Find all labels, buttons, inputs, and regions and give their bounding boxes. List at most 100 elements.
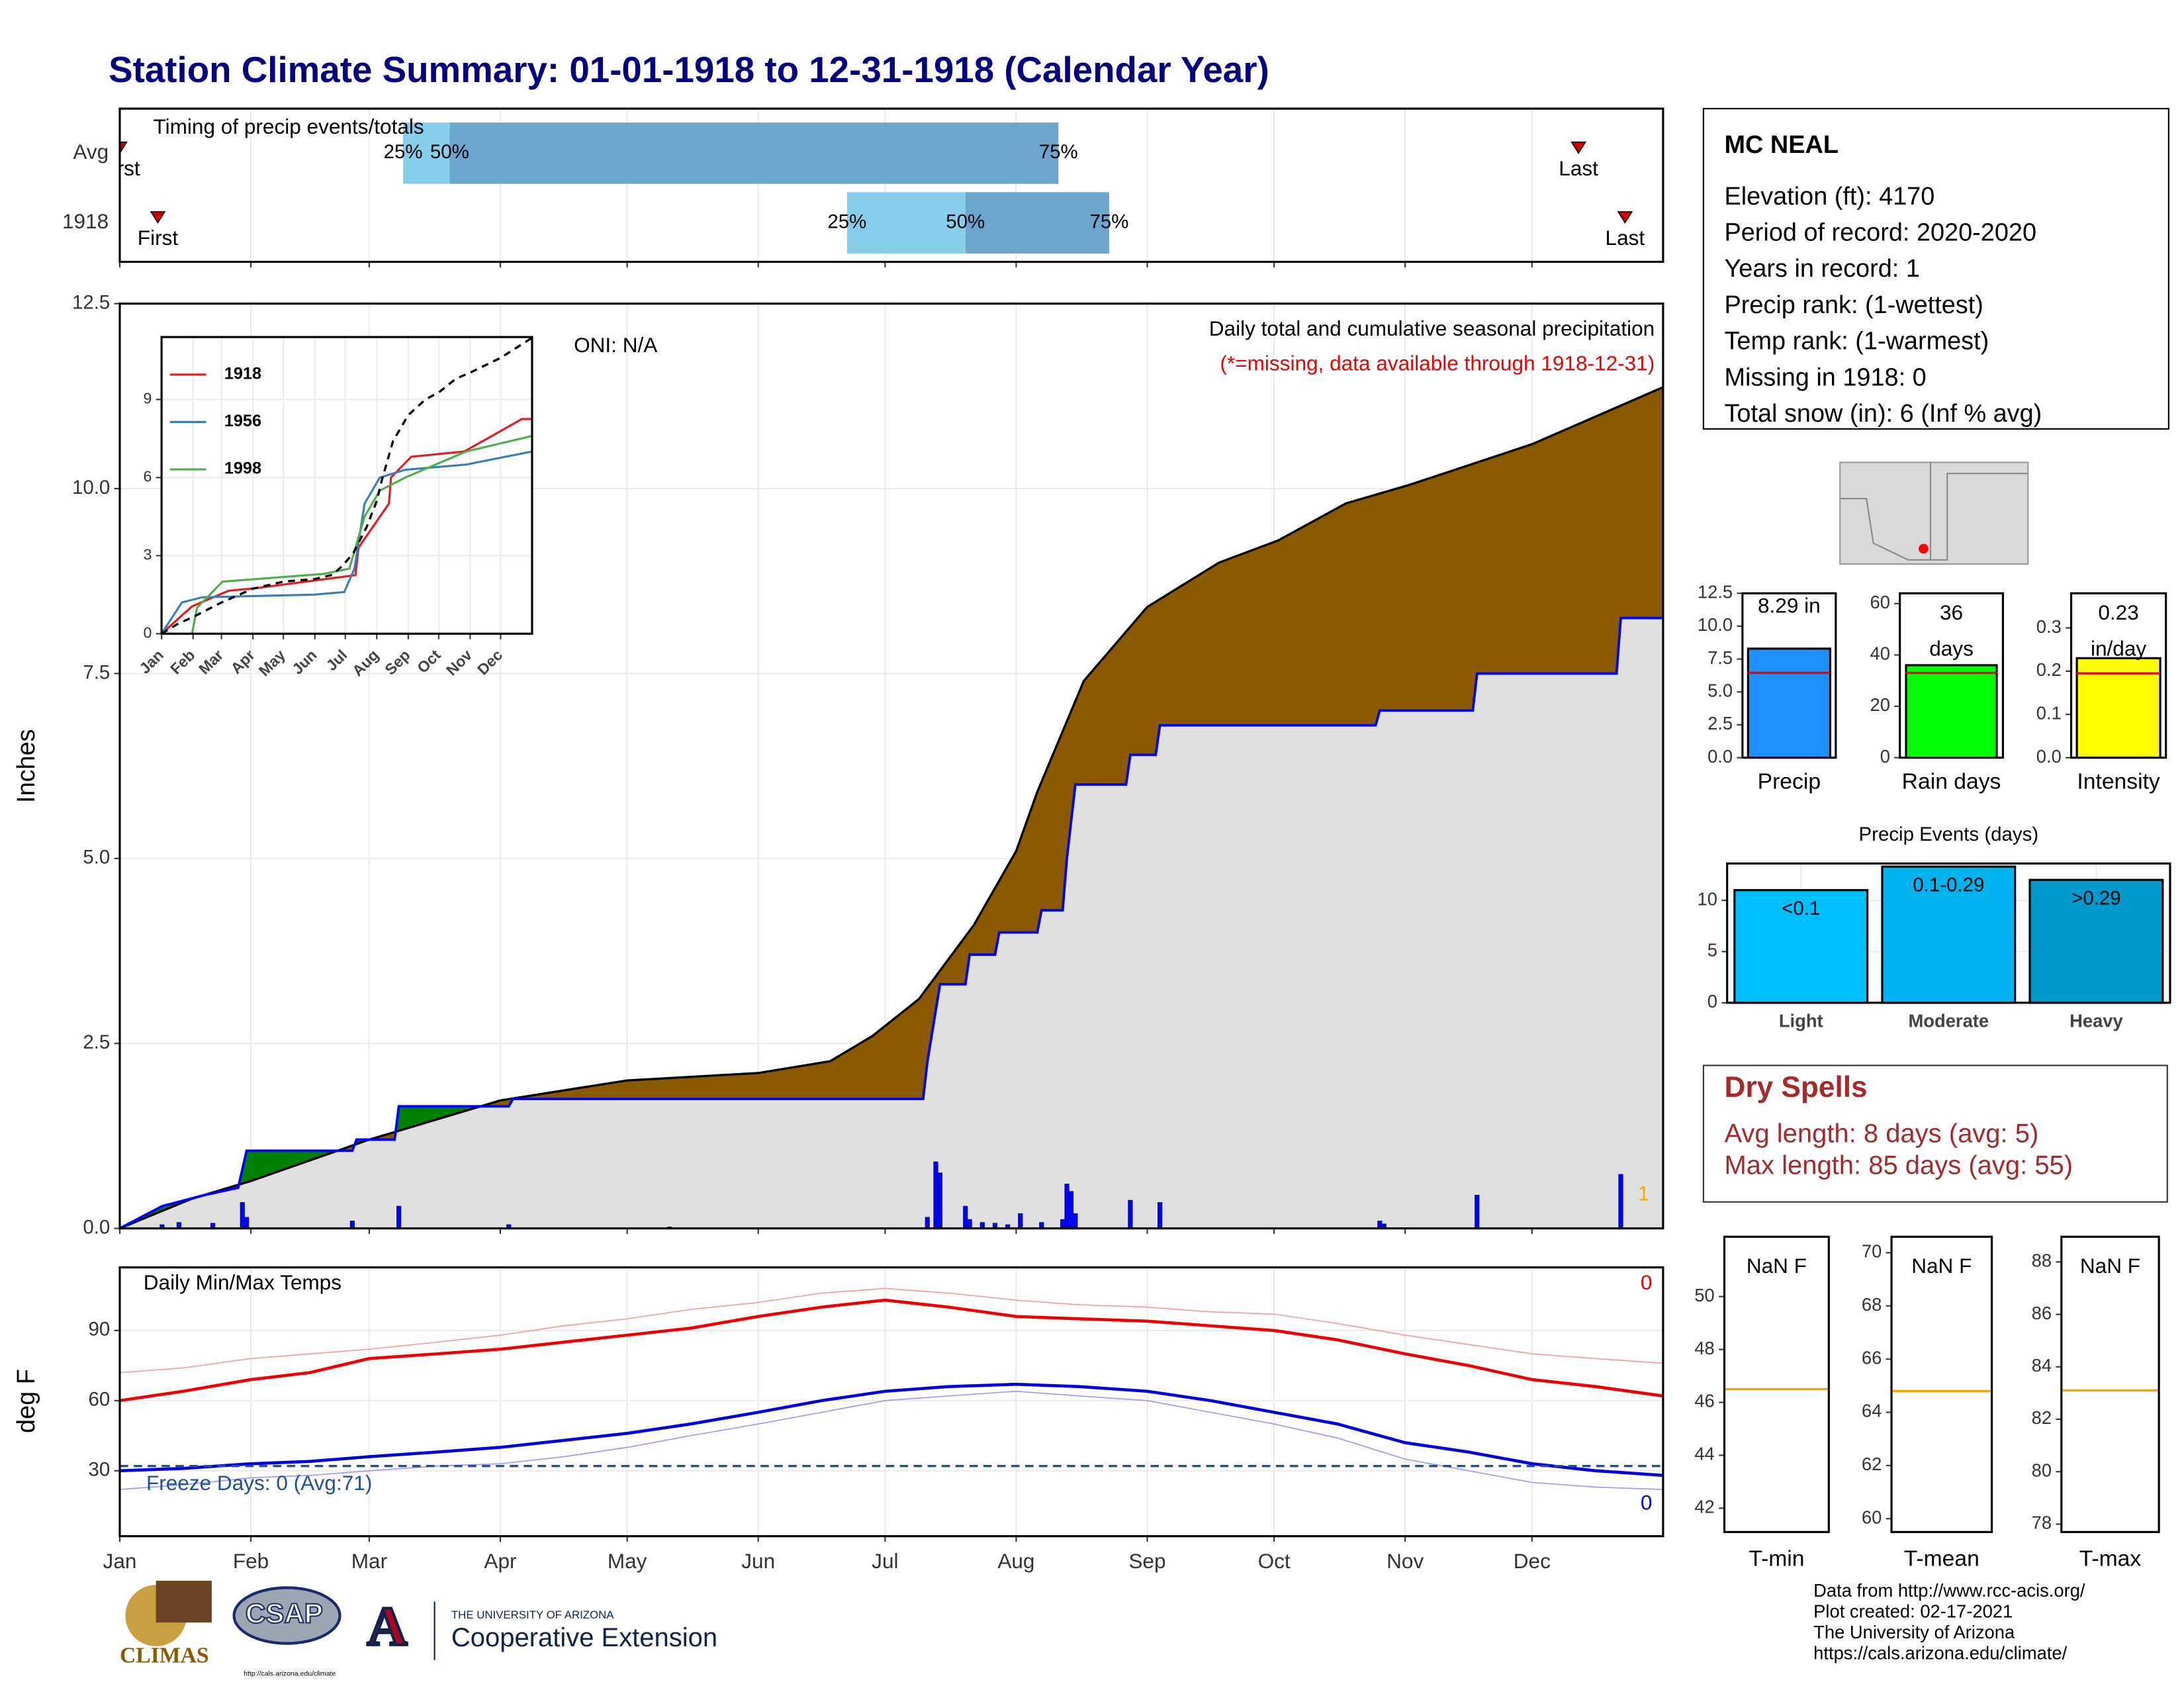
x-tick-label: Jun [741,1549,775,1573]
panel-bg [1724,1237,1829,1532]
freeze-text: Freeze Days: 0 (Avg:71) [146,1471,372,1495]
category-label: Rain days [1902,769,2001,794]
daily-bar [937,1172,942,1229]
y-tick-label: 48 [1694,1338,1714,1358]
quantile-label: 75% [1089,211,1128,232]
daily-bar [1377,1221,1383,1229]
map [1839,461,2029,565]
missing-max: 0 [1641,1270,1653,1294]
y-tick-label: 80 [2032,1460,2052,1480]
x-tick-label: Apr [484,1549,516,1573]
logo-text: Cooperative Extension [451,1623,717,1652]
station-line: Temp rank: (1-warmest) [1724,328,1989,355]
marker-label: First [99,156,140,180]
y-tick-label: 3 [144,545,152,563]
station-line: Total snow (in): 6 (Inf % avg) [1724,400,2042,428]
panel-border [1741,592,1837,759]
bin-label: 0.1-0.29 [1913,874,1984,896]
temp-line [119,1382,1664,1477]
daily-bar [967,1219,972,1229]
y-tick-label: 0.1 [2036,702,2062,723]
y-tick-label: 12.5 [72,291,110,313]
credit-line: Data from http://www.rcc-acis.org/ [1813,1580,2085,1601]
daily-bar [1018,1213,1023,1229]
panel-border [160,336,533,635]
temp-line [119,1390,1663,1490]
y-tick-label: 0.0 [1707,746,1733,767]
missing-min: 0 [1641,1491,1653,1515]
y-tick-label: 7.5 [1707,647,1733,668]
y-tick-label: 60 [89,1389,111,1411]
credit-line: The University of Arizona [1813,1622,2015,1642]
y-tick-label: 0.3 [2036,616,2062,637]
daily-bar [963,1205,968,1229]
y-tick-label: 88 [2032,1250,2052,1271]
series-line [161,418,532,635]
timing-marker [119,141,128,154]
x-tick-label: Oct [1258,1549,1291,1573]
bin-label: >0.29 [2071,887,2121,909]
x-tick-label: Dec [1514,1549,1551,1573]
quantile-label: 25% [384,141,423,163]
y-tick-label: 68 [1862,1294,1882,1315]
page-title: Station Climate Summary: 01-01-1918 to 1… [109,49,1269,90]
bar [2028,878,2164,1004]
bar [1733,889,1869,1004]
daily-bar [1618,1174,1623,1229]
y-tick-label: 10 [1698,888,1717,909]
x-tick-label: Nov [1387,1549,1424,1573]
y-tick-label: 78 [2032,1513,2052,1533]
y-tick-label: 5.0 [1707,680,1733,700]
value-label: 36 days [1929,600,1974,661]
y-tick-label: 50 [1694,1285,1714,1305]
station-line: Missing in 1918: 0 [1724,363,1926,391]
x-tick-label: Aug [997,1549,1034,1573]
y-tick-label: 0 [1707,991,1717,1011]
y-axis-label: deg F [13,1369,40,1433]
station-line: Period of record: 2020-2020 [1724,218,2036,246]
daily-bar [1475,1194,1480,1229]
y-tick-label: 60 [1862,1507,1882,1527]
map-border [1840,462,2028,561]
dry-spell-line: Avg length: 8 days (avg: 5) [1724,1119,2038,1148]
y-tick-label: 46 [1694,1391,1714,1411]
y-tick-label: 0 [1880,746,1890,767]
y-tick-label: 9 [144,390,152,407]
panel-border [1726,862,2171,1004]
daily-bar [1128,1199,1133,1229]
x-tick-label: May [608,1549,647,1573]
station-line: Years in record: 1 [1724,255,1919,283]
bar [1747,647,1831,759]
x-tick-label: Feb [233,1549,269,1573]
average-line [161,336,533,635]
panel-bg [1891,1237,1992,1532]
y-tick-label: 86 [2032,1303,2052,1323]
daily-bar [396,1205,402,1229]
average-line [119,386,1664,1230]
temp-line [119,1298,1664,1403]
value-label: NaN F [1911,1254,1972,1278]
y-tick-label: 82 [2032,1407,2052,1428]
y-tick-label: 0.2 [2036,659,2062,680]
y-tick-label: 20 [1870,694,1890,715]
station-box [1702,108,2169,430]
panel-border [118,1266,1664,1538]
logo-text: A [367,1596,408,1658]
legend-label: 1998 [224,459,261,478]
y-tick-label: 0.0 [2036,746,2062,767]
marker-label: Last [1559,156,1598,180]
bar [2075,657,2161,759]
late-bar [449,122,1059,184]
marker-label: First [138,226,179,250]
snow-label: 1 [1638,1182,1650,1205]
logo-text: http://cals.arizona.edu/climate [244,1670,336,1678]
panel-bg [2061,1237,2160,1532]
y-tick-label: 62 [1862,1454,1882,1474]
quantile-label: 75% [1039,141,1078,163]
quantile-label: 25% [827,211,866,232]
panel-border [2070,592,2167,759]
panel-border [1723,1235,1830,1533]
panel-border [2060,1235,2160,1533]
